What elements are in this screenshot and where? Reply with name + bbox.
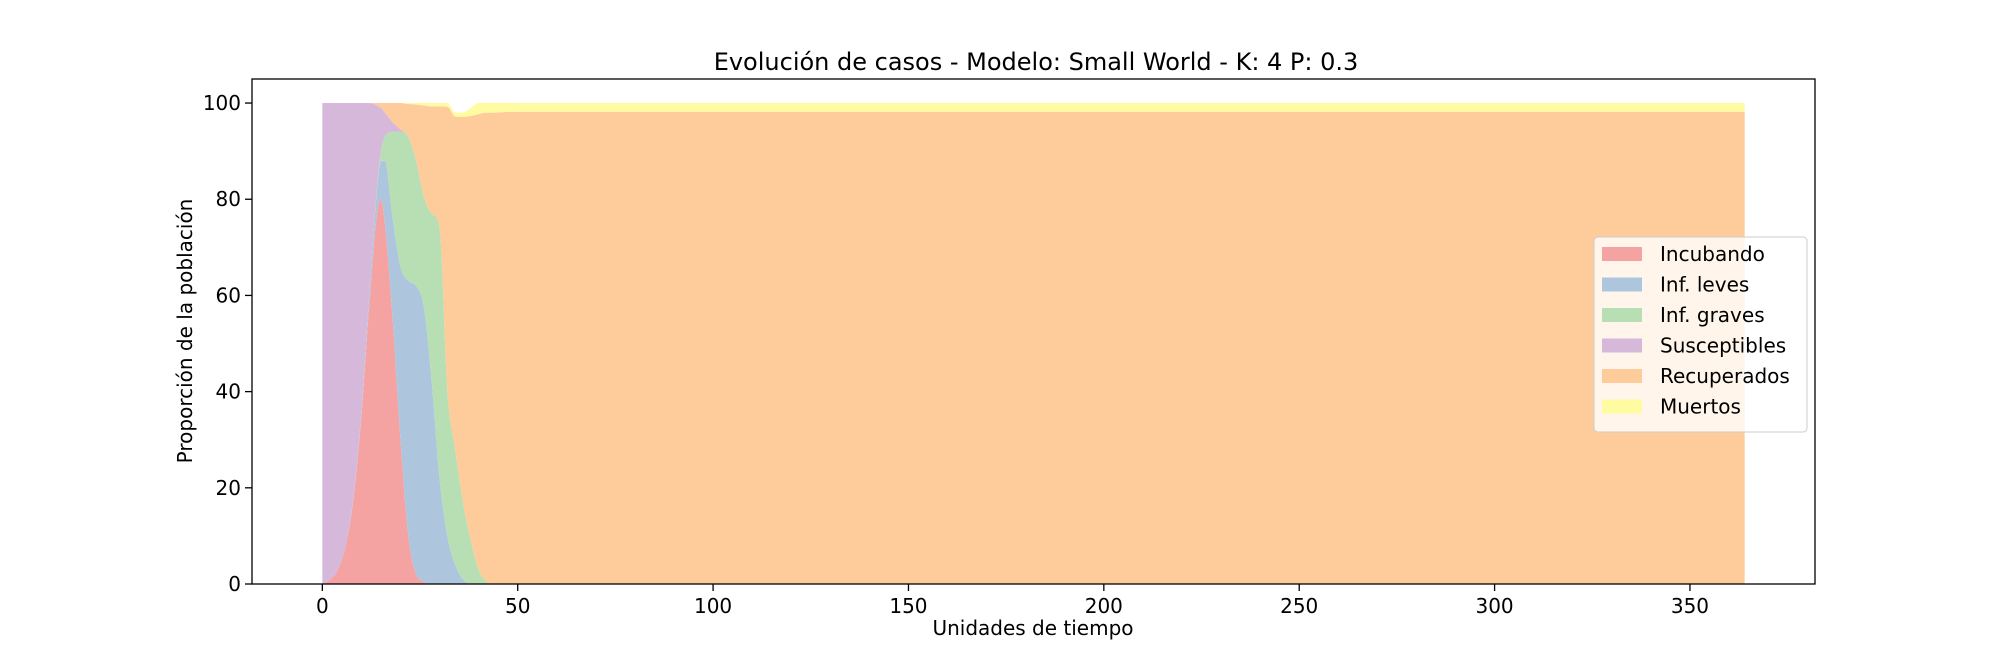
area-inf-graves (322, 131, 1745, 584)
x-axis-label: Unidades de tiempo (932, 616, 1133, 640)
legend-swatch (1602, 399, 1642, 414)
x-tick-label: 150 (889, 594, 927, 618)
x-tick-label: 0 (316, 594, 329, 618)
y-tick-label: 40 (216, 380, 241, 404)
x-tick-label: 50 (505, 594, 530, 618)
legend-swatch (1602, 338, 1642, 353)
y-axis: 0 20 40 60 80 100 (203, 91, 252, 596)
x-tick-label: 100 (694, 594, 732, 618)
y-axis-label: Proporción de la población (173, 199, 197, 464)
y-tick-label: 0 (228, 572, 241, 596)
area-recuperados (322, 103, 1745, 585)
plot-frame (251, 78, 1816, 585)
legend-label: Susceptibles (1660, 334, 1786, 358)
legend-label: Inf. graves (1660, 303, 1765, 327)
legend-swatch (1602, 277, 1642, 292)
legend-label: Recuperados (1660, 364, 1790, 388)
legend-swatch (1602, 369, 1642, 383)
y-tick-label: 100 (203, 91, 241, 115)
y-tick-label: 20 (216, 476, 241, 500)
legend-label: Inf. leves (1660, 273, 1749, 297)
y-tick-label: 80 (216, 187, 241, 211)
x-tick-label: 300 (1475, 594, 1513, 618)
legend-frame (1593, 236, 1808, 433)
x-tick-label: 350 (1671, 594, 1709, 618)
x-axis: 0 50 100 150 200 250 300 350 (316, 584, 1709, 618)
legend-label: Incubando (1660, 242, 1765, 266)
legend-label: Muertos (1660, 395, 1741, 419)
area-series-group (322, 103, 1745, 585)
chart-title: Evolución de casos - Modelo: Small World… (714, 48, 1359, 76)
x-tick-label: 200 (1085, 594, 1123, 618)
y-tick-label: 60 (216, 283, 241, 307)
legend: Incubando Inf. leves Inf. graves Susceptibl… (1593, 236, 1808, 433)
legend-swatch (1602, 308, 1642, 322)
x-tick-label: 250 (1280, 594, 1318, 618)
area-muertos (322, 103, 1745, 117)
legend-swatch (1602, 247, 1642, 261)
